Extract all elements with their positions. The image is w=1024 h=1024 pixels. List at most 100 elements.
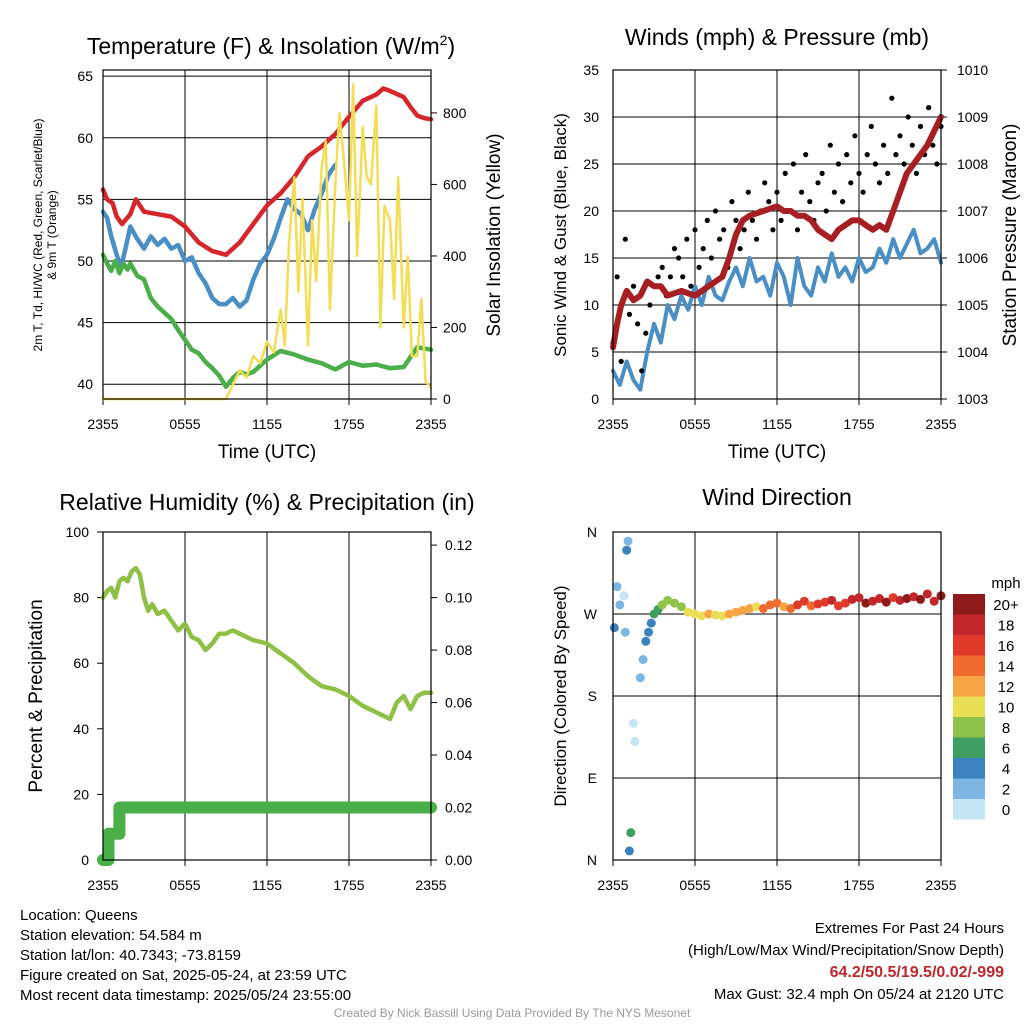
gust-point xyxy=(860,189,866,195)
wind-direction-point xyxy=(670,598,679,608)
rh-y-tick-label: 100 xyxy=(66,524,90,540)
colorbar-label: 0 xyxy=(1002,802,1010,819)
pressure-y-tick-label: 1003 xyxy=(957,391,988,407)
wind-direction-point xyxy=(793,600,802,610)
rh-y-tick-label: 0 xyxy=(81,852,89,868)
wind-direction-point xyxy=(622,545,632,555)
precip-y-tick-label: 0.06 xyxy=(445,695,472,711)
colorbar-label: 6 xyxy=(1002,741,1010,758)
gust-point xyxy=(721,227,727,233)
temp-frame xyxy=(102,69,432,400)
wind-direction-point xyxy=(629,718,638,728)
gust-point xyxy=(934,161,940,167)
wind-direction-point xyxy=(724,609,734,619)
gust-point xyxy=(864,152,870,158)
gust-point xyxy=(881,142,887,148)
gust-point xyxy=(819,170,825,176)
solar-y-tick-label: 800 xyxy=(443,105,467,121)
credit-text: Created By Nick Bassill Using Data Provi… xyxy=(333,1006,691,1020)
dir-x-tick-label: 1155 xyxy=(762,877,792,893)
gust-point xyxy=(639,368,645,374)
gust-point xyxy=(913,170,920,176)
gust-point xyxy=(893,152,899,158)
precip-y-tick-label: 0.04 xyxy=(445,747,472,763)
precip-y-tick-label: 0.02 xyxy=(445,800,472,816)
gust-point xyxy=(868,123,874,129)
temp-x-tick-label: 0555 xyxy=(169,416,200,432)
rh-y-axis-label: Percent & Precipitation xyxy=(26,599,47,792)
gust-point xyxy=(647,302,653,308)
wind-direction-point xyxy=(609,623,619,633)
colorbar-swatch xyxy=(953,655,985,676)
rh-x-tick-label: 1155 xyxy=(252,877,282,893)
dir-y-tick-label: W xyxy=(584,606,598,622)
wind-direction-point xyxy=(881,597,891,607)
recent-text: Most recent data timestamp: 2025/05/24 2… xyxy=(20,987,352,1004)
gust-point xyxy=(799,189,805,195)
temp-x-axis-label: Time (UTC) xyxy=(218,442,317,463)
wind-direction-point xyxy=(834,601,843,611)
colorbar-label: 20+ xyxy=(993,597,1019,614)
wind-direction-point xyxy=(624,846,634,856)
wind-y-tick-label: 0 xyxy=(591,391,599,407)
dir-x-tick-label: 0555 xyxy=(679,877,710,893)
gust-point xyxy=(696,264,702,270)
gust-point xyxy=(901,161,907,167)
wind-direction-point xyxy=(752,602,761,612)
gust-point xyxy=(794,227,801,233)
pressure-y-tick-label: 1005 xyxy=(957,297,988,313)
rh-x-tick-label: 1755 xyxy=(333,877,364,893)
temp-y-axis-label-2: & 9m T (Orange) xyxy=(45,190,59,280)
latlon-text: Station lat/lon: 40.7343; -73.8159 xyxy=(20,947,242,964)
pressure-line xyxy=(610,114,944,351)
wind-direction-point xyxy=(745,604,755,614)
pressure-y-tick-label: 1008 xyxy=(957,156,988,172)
gust-point xyxy=(872,161,879,167)
pressure-y-tick-label: 1006 xyxy=(957,250,988,266)
wind-direction-point xyxy=(902,594,912,604)
dir-y-axis-label: Direction (Colored By Speed) xyxy=(551,585,570,806)
gust-point xyxy=(885,170,891,176)
gust-point xyxy=(835,161,842,167)
solar-y-tick-label: 0 xyxy=(443,391,451,407)
colorbar-swatch xyxy=(953,696,985,717)
gust-point xyxy=(782,170,788,176)
gust-point xyxy=(876,180,883,186)
location-text: Location: Queens xyxy=(20,907,138,924)
colorbar-label: 4 xyxy=(1002,761,1010,778)
wind-direction-point xyxy=(615,600,625,610)
gust-point xyxy=(708,255,715,261)
colorbar-label: 8 xyxy=(1002,720,1010,737)
gust-point xyxy=(815,180,821,186)
gust-point xyxy=(749,217,756,223)
dir-y-tick-label: E xyxy=(588,770,597,786)
colorbar-label: 12 xyxy=(998,679,1015,696)
gust-point xyxy=(643,330,649,336)
wind-direction-point xyxy=(786,604,796,614)
gust-point xyxy=(745,189,751,195)
wind-direction-point xyxy=(683,607,693,617)
colorbar-swatch xyxy=(953,758,985,779)
pressure-y-tick-label: 1007 xyxy=(957,203,988,219)
gust-point xyxy=(790,161,797,167)
wind-x-axis-label: Time (UTC) xyxy=(728,442,827,463)
gust-point xyxy=(840,199,846,205)
temp-y-tick-label: 50 xyxy=(77,253,93,269)
gust-point xyxy=(741,227,747,233)
gust-point xyxy=(667,274,674,280)
wind-direction-point xyxy=(820,597,830,607)
rh-chart-title: Relative Humidity (%) & Precipitation (i… xyxy=(59,489,474,515)
wind-speed-line xyxy=(611,227,943,392)
wind-direction-point xyxy=(641,636,651,646)
solar-y-tick-label: 400 xyxy=(443,248,467,264)
wind-direction-point xyxy=(827,595,837,605)
colorbar-label: 16 xyxy=(998,638,1015,655)
gust-point xyxy=(635,321,641,327)
rh-frame xyxy=(102,531,432,861)
gust-point xyxy=(917,123,924,129)
wind-y-axis-label: Sonic Wind & Gust (Blue, Black) xyxy=(551,113,570,357)
wind-direction-point xyxy=(861,598,871,608)
wind-direction-point xyxy=(676,602,686,612)
colorbar-label: 14 xyxy=(998,659,1015,676)
solar-y-tick-label: 600 xyxy=(443,176,467,192)
